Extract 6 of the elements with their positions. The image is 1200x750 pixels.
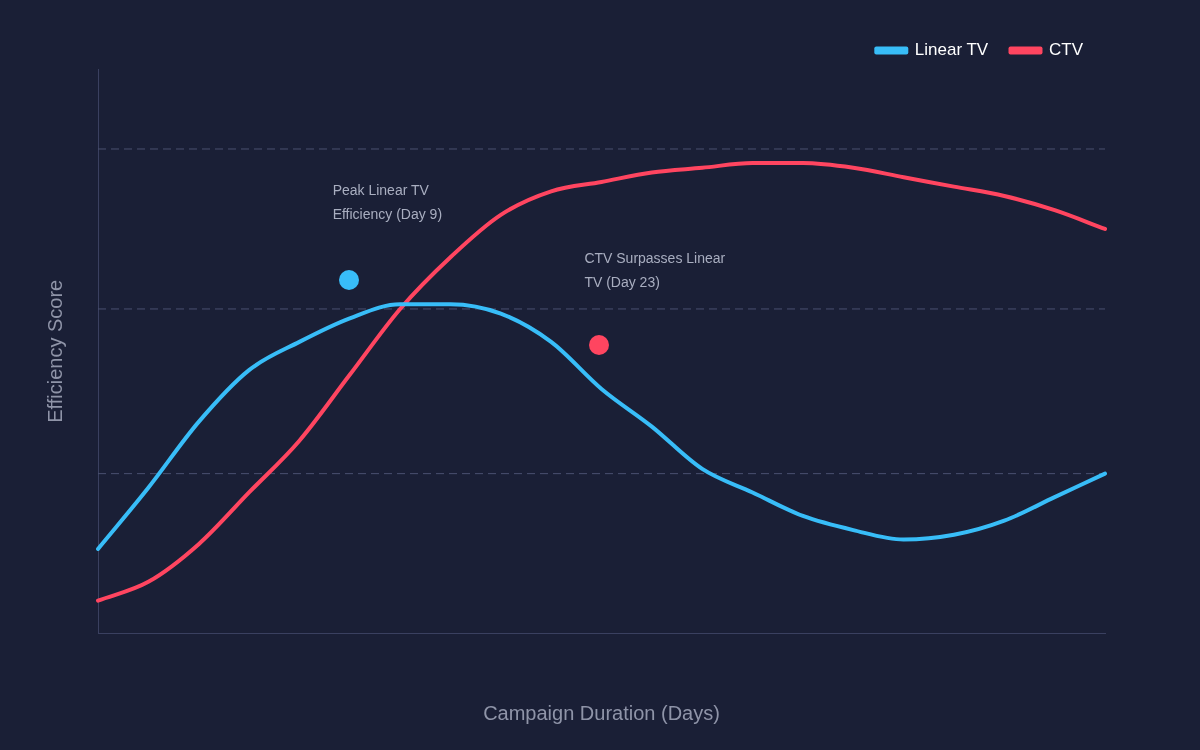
legend-label: CTV: [1049, 40, 1084, 60]
annotation: CTV Surpasses Linear TV (Day 23): [584, 249, 727, 293]
x-axis-title: Campaign Duration (Days): [483, 701, 720, 724]
annotation: Peak Linear TV Efficiency (Day 9): [332, 181, 444, 225]
y-axis-title: Efficiency Score: [43, 279, 66, 423]
legend-label: Linear TV: [914, 40, 989, 60]
